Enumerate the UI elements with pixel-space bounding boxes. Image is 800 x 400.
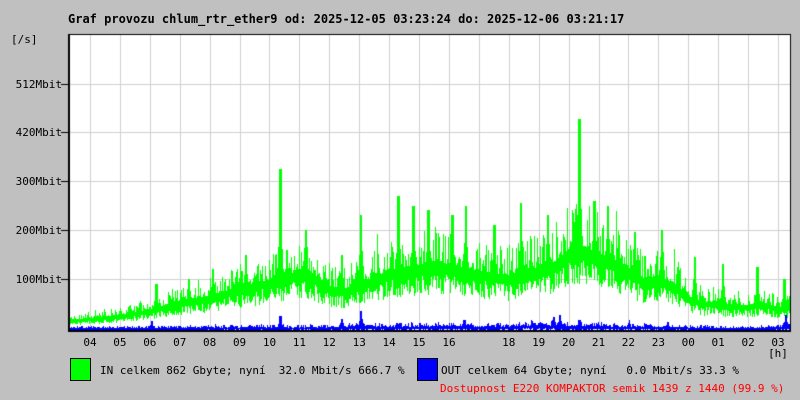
- x-axis-tick-label: 11: [292, 336, 307, 349]
- x-axis-tick-label: 13: [352, 336, 366, 349]
- x-axis-tick-label: 04: [83, 336, 97, 349]
- x-axis-tick-label: 09: [232, 336, 247, 349]
- x-axis-tick-label: 06: [143, 336, 157, 349]
- legend-in-label: IN celkem 862 Gbyte; nyní 32.0 Mbit/s 66…: [100, 364, 405, 377]
- x-axis-tick-label: 02: [741, 336, 755, 349]
- x-axis-tick-label: 01: [711, 336, 725, 349]
- x-axis-tick-label: 20: [561, 336, 576, 349]
- y-axis-tick-label: 300Mbit: [15, 175, 62, 188]
- x-axis-tick-label: 12: [322, 336, 336, 349]
- y-axis-unit-label: [/s]: [11, 33, 38, 46]
- x-axis-tick-label: 07: [173, 336, 187, 349]
- y-axis-tick-label: 100Mbit: [15, 273, 62, 286]
- x-axis-tick-label: 10: [262, 336, 277, 349]
- x-axis-tick-label: 19: [532, 336, 546, 349]
- x-axis-tick-label: 16: [442, 336, 456, 349]
- x-axis-tick-label: 21: [591, 336, 606, 349]
- x-axis-tick-label: 22: [621, 336, 636, 349]
- x-axis-tick-label: 08: [203, 336, 217, 349]
- legend-out-swatch: [417, 358, 438, 381]
- x-axis-tick-label: 03: [771, 336, 785, 349]
- x-axis-tick-label: 23: [651, 336, 665, 349]
- y-axis-tick-label: 200Mbit: [15, 224, 62, 237]
- y-axis-tick-label: 512Mbit: [15, 78, 62, 91]
- y-axis-tick-label: 420Mbit: [15, 126, 62, 139]
- availability-text: Dostupnost E220 KOMPAKTOR semik 1439 z 1…: [440, 382, 785, 395]
- x-axis-tick-label: 00: [681, 336, 695, 349]
- x-axis-unit-label: [h]: [768, 347, 788, 360]
- x-axis-tick-label: 05: [113, 336, 127, 349]
- graph-title: Graf provozu chlum_rtr_ether9 od: 2025-1…: [68, 12, 625, 26]
- x-axis-tick-label: 15: [412, 336, 426, 349]
- legend-out-label: OUT celkem 64 Gbyte; nyní 0.0 Mbit/s 33.…: [441, 364, 740, 377]
- x-axis-tick-label: 14: [382, 336, 396, 349]
- x-axis-tick-label: 18: [502, 336, 516, 349]
- legend-in-swatch: [70, 358, 91, 381]
